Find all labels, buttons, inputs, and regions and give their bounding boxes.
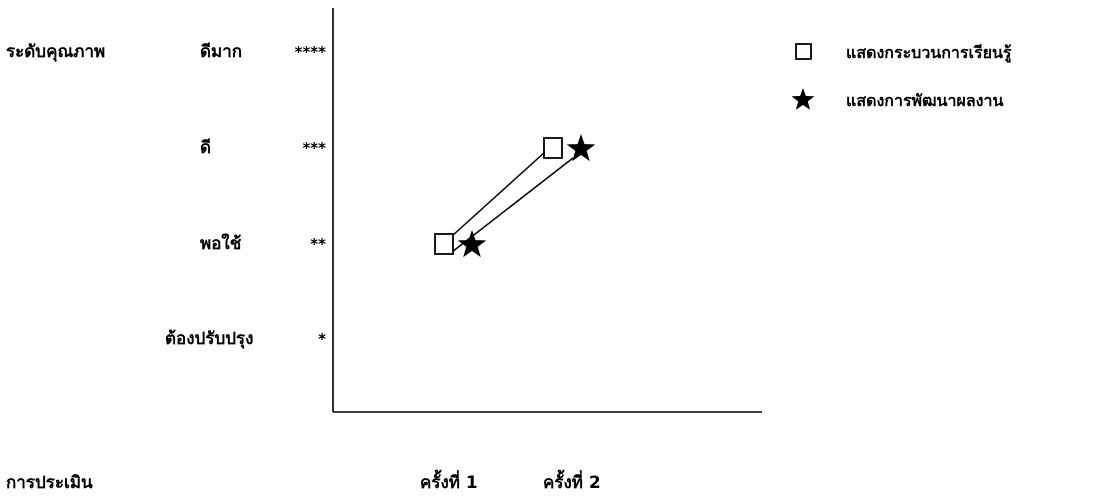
y-level-label: ดีมาก (200, 41, 242, 62)
square-marker (434, 233, 454, 255)
x-tick-label: ครั้งที่ 2 (543, 469, 601, 493)
legend-label: แสดงการพัฒนาผลงาน (846, 91, 1003, 110)
square-marker (543, 137, 563, 159)
x-axis-title: การประเมิน (6, 473, 93, 493)
y-axis-title: ระดับคุณภาพ (6, 42, 105, 62)
legend-square-icon (795, 43, 812, 60)
legend-label: แสดงกระบวนการเรียนรู้ (846, 43, 1012, 64)
star-marker (457, 230, 487, 258)
legend: แสดงกระบวนการเรียนรู้ แสดงการพัฒนาผลงาน (791, 43, 1012, 110)
star-marker (566, 134, 596, 162)
y-level-label: พอใช้ (200, 233, 242, 254)
y-level-label: ต้องปรับปรุง (165, 329, 254, 349)
y-level-stars: *** (302, 139, 326, 157)
y-level-label: ดี (200, 137, 211, 158)
y-level-stars: ** (310, 235, 326, 253)
y-level-stars: **** (295, 43, 327, 61)
data-markers (434, 134, 596, 258)
x-tick-label: ครั้งที่ 1 (420, 469, 478, 493)
y-level-stars: * (318, 330, 326, 348)
connector-line-upper (451, 151, 546, 237)
legend-star-icon (791, 88, 815, 110)
